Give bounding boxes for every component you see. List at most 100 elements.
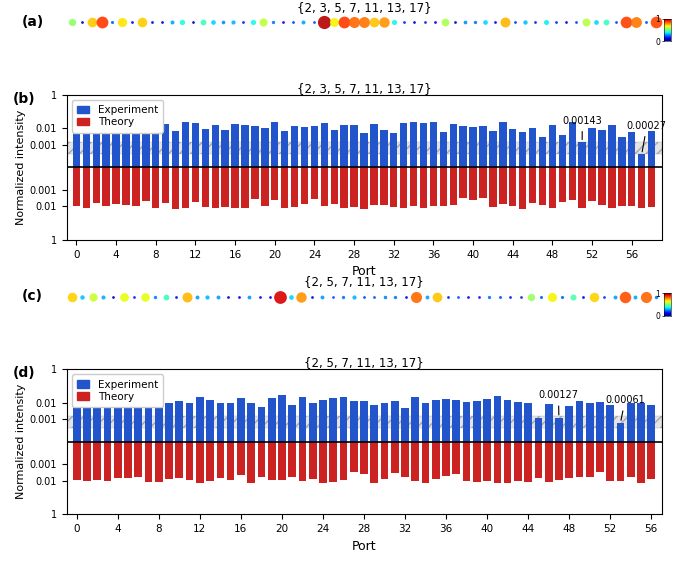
Bar	[539, 167, 546, 205]
Text: 0: 0	[69, 314, 74, 323]
Bar	[186, 442, 193, 479]
Bar	[319, 400, 327, 442]
Bar	[278, 442, 286, 480]
X-axis label: Port: Port	[351, 540, 377, 552]
Legend: Experiment, Theory: Experiment, Theory	[71, 374, 163, 407]
Bar	[566, 442, 573, 478]
Bar	[211, 125, 219, 167]
Bar	[499, 167, 507, 204]
Bar	[192, 123, 199, 167]
Text: 20: 20	[276, 314, 286, 323]
Bar	[311, 126, 318, 167]
Bar	[196, 442, 204, 483]
Bar	[370, 167, 377, 205]
Bar	[73, 398, 80, 442]
Bar	[452, 442, 460, 474]
Text: 7: 7	[140, 39, 145, 48]
Bar	[442, 442, 450, 477]
Bar	[575, 401, 583, 442]
Bar	[247, 403, 255, 442]
Bar	[221, 130, 229, 167]
Text: 53: 53	[601, 39, 611, 48]
Title: {2, 5, 7, 11, 13, 17}: {2, 5, 7, 11, 13, 17}	[304, 356, 424, 369]
Bar	[618, 167, 626, 206]
Bar	[202, 129, 209, 167]
Bar	[608, 125, 615, 167]
Bar	[152, 132, 160, 167]
Bar	[421, 442, 429, 483]
Bar	[232, 167, 239, 207]
Bar	[509, 167, 517, 206]
Bar	[555, 418, 563, 442]
Bar	[291, 126, 298, 167]
Bar	[258, 442, 265, 477]
Bar	[83, 403, 91, 442]
Bar	[370, 124, 377, 167]
Bar	[555, 442, 563, 480]
Bar	[637, 442, 645, 483]
Bar	[132, 167, 139, 206]
Bar	[232, 124, 239, 167]
Bar	[176, 442, 183, 478]
Bar	[568, 167, 576, 200]
Bar	[370, 442, 378, 483]
Text: 37: 37	[440, 39, 449, 48]
Bar	[83, 167, 90, 207]
Text: 51: 51	[581, 39, 591, 48]
Bar	[145, 442, 153, 482]
Bar	[165, 442, 173, 479]
Bar	[535, 418, 542, 442]
Bar	[271, 122, 279, 167]
Bar	[514, 442, 522, 481]
Bar	[617, 423, 624, 442]
Bar	[566, 406, 573, 442]
Bar	[134, 402, 142, 442]
Text: (c): (c)	[22, 289, 43, 303]
Bar	[340, 442, 347, 480]
Bar	[390, 167, 398, 207]
Bar	[539, 137, 546, 167]
Bar	[330, 167, 338, 203]
Bar	[545, 442, 552, 482]
Bar	[102, 125, 110, 167]
Bar	[586, 403, 594, 442]
Bar	[648, 405, 655, 442]
Bar	[596, 442, 604, 473]
Bar	[351, 125, 358, 167]
Legend: Experiment, Theory: Experiment, Theory	[71, 100, 163, 133]
Bar	[452, 400, 460, 442]
Bar	[330, 442, 337, 482]
Bar	[618, 137, 626, 167]
Bar	[155, 404, 162, 442]
Bar	[281, 131, 288, 167]
Bar	[176, 401, 183, 442]
Text: 0.00061: 0.00061	[605, 396, 645, 420]
Bar	[535, 442, 542, 478]
Bar	[206, 442, 214, 481]
Bar	[545, 404, 552, 442]
Y-axis label: Normalized intensity: Normalized intensity	[17, 110, 27, 225]
Bar	[524, 403, 532, 442]
Bar	[410, 122, 417, 167]
Bar	[638, 155, 645, 167]
Bar	[559, 167, 566, 202]
Bar	[311, 167, 318, 200]
Text: 35: 35	[432, 314, 442, 323]
Bar	[83, 129, 90, 167]
Text: 55: 55	[641, 314, 651, 323]
Bar	[92, 124, 100, 167]
Bar	[211, 167, 219, 208]
Bar	[227, 442, 235, 481]
Bar	[350, 442, 358, 472]
Bar	[489, 167, 496, 207]
Bar	[391, 442, 398, 473]
Text: 19: 19	[258, 39, 268, 48]
Bar	[473, 401, 481, 442]
Bar	[227, 403, 235, 442]
Bar	[449, 124, 457, 167]
Bar	[549, 125, 556, 167]
Bar	[524, 442, 532, 482]
Bar	[351, 167, 358, 207]
Bar	[430, 167, 437, 206]
Bar	[165, 404, 173, 442]
